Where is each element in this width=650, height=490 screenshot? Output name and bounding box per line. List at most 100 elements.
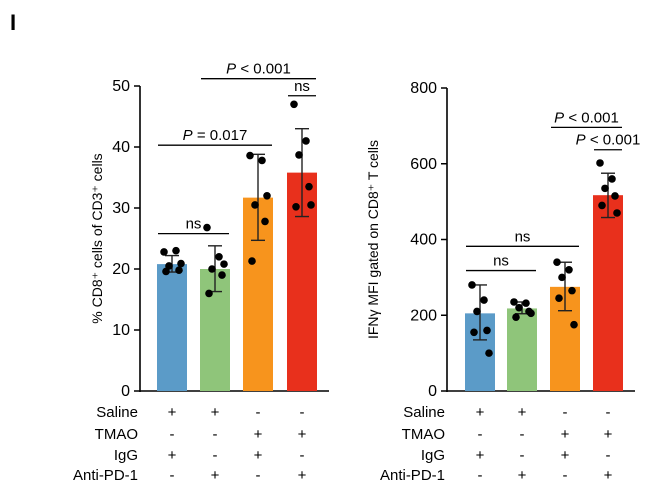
condition-row-label: TMAO (95, 426, 138, 443)
data-point (473, 307, 481, 316)
condition-sign: + (561, 447, 570, 464)
condition-sign: - (300, 404, 305, 421)
significance-label: ns (493, 253, 509, 270)
condition-sign: - (256, 404, 261, 421)
data-point (527, 309, 535, 318)
data-point (568, 286, 576, 295)
data-point (611, 192, 619, 200)
data-point (263, 192, 271, 200)
condition-sign: + (298, 467, 307, 484)
data-point (468, 281, 476, 289)
data-point (608, 175, 616, 183)
significance-label: ns (515, 228, 531, 245)
data-point (261, 217, 269, 226)
data-point (483, 326, 491, 335)
bar (157, 264, 187, 391)
data-point (215, 252, 223, 261)
significance-label: P < 0.001 (576, 132, 641, 149)
data-point (246, 151, 254, 160)
chart-2: 0 200 400 600 800 IFNγ MFI gated on CD8⁺ T ce… (365, 80, 640, 484)
data-point (290, 100, 298, 109)
data-point (470, 328, 478, 337)
y-tick-label: 10 (112, 322, 130, 339)
condition-sign: - (170, 467, 175, 484)
data-point (522, 299, 530, 307)
condition-sign: + (476, 404, 485, 421)
panel-label: I (10, 10, 17, 35)
condition-row-label: TMAO (402, 426, 445, 443)
data-point (307, 201, 315, 209)
condition-sign: + (298, 426, 307, 443)
data-point (208, 265, 216, 273)
condition-sign: + (254, 447, 263, 464)
condition-sign: - (478, 426, 483, 443)
condition-sign: - (478, 467, 483, 484)
condition-sign: + (211, 467, 220, 484)
condition-sign: + (561, 426, 570, 443)
data-point (512, 313, 520, 321)
data-point (613, 209, 621, 217)
y-tick-label: 50 (112, 78, 130, 95)
condition-sign: - (520, 447, 525, 464)
condition-sign: - (563, 467, 568, 484)
condition-sign: + (604, 467, 613, 484)
data-point (565, 266, 573, 274)
condition-sign: + (168, 447, 177, 464)
data-point (218, 271, 226, 279)
data-point (295, 151, 303, 159)
data-point (598, 201, 606, 210)
data-point (515, 303, 523, 312)
bar (593, 195, 623, 391)
condition-sign: + (476, 447, 485, 464)
data-point (555, 294, 563, 303)
condition-sign: - (256, 467, 261, 484)
condition-sign: - (606, 447, 611, 464)
condition-row-label: Anti-PD-1 (73, 467, 138, 484)
significance-label: P = 0.017 (183, 127, 248, 144)
data-point (172, 246, 180, 255)
data-point (205, 289, 213, 298)
condition-sign: + (168, 404, 177, 421)
data-point (596, 159, 604, 167)
data-point (553, 258, 561, 267)
data-point (302, 137, 310, 145)
y-tick-label: 800 (410, 80, 437, 97)
condition-row-label: Anti-PD-1 (380, 467, 445, 484)
condition-sign: - (213, 447, 218, 464)
y-tick-label: 30 (112, 200, 130, 217)
bar (507, 308, 537, 391)
significance-label: ns (186, 216, 202, 233)
condition-sign: - (213, 426, 218, 443)
significance-label: P < 0.001 (226, 61, 291, 78)
y-axis-label: IFNγ MFI gated on CD8⁺ T cells (365, 140, 381, 339)
y-tick-label: 20 (112, 261, 130, 278)
condition-row-label: Saline (96, 404, 138, 421)
condition-sign: + (211, 404, 220, 421)
data-point (292, 202, 300, 211)
data-point (160, 248, 168, 256)
y-tick-label: 400 (410, 232, 437, 249)
condition-sign: + (518, 467, 527, 484)
y-tick-label: 40 (112, 139, 130, 156)
condition-sign: + (254, 426, 263, 443)
data-point (305, 182, 313, 191)
y-tick-label: 0 (121, 383, 130, 400)
significance-label: P < 0.001 (554, 109, 619, 126)
condition-sign: + (604, 426, 613, 443)
data-point (480, 296, 488, 304)
data-point (203, 223, 211, 232)
y-axis-label: % CD8⁺ cells of CD3⁺ cells (89, 153, 105, 323)
condition-row-label: IgG (421, 447, 445, 464)
y-tick-label: 200 (410, 307, 437, 324)
significance-label: ns (294, 78, 310, 95)
condition-sign: - (606, 404, 611, 421)
condition-sign: - (170, 426, 175, 443)
data-point (258, 156, 266, 165)
condition-sign: - (300, 447, 305, 464)
condition-sign: - (563, 404, 568, 421)
condition-row-label: Saline (403, 404, 445, 421)
data-point (485, 349, 493, 357)
data-point (558, 273, 566, 282)
